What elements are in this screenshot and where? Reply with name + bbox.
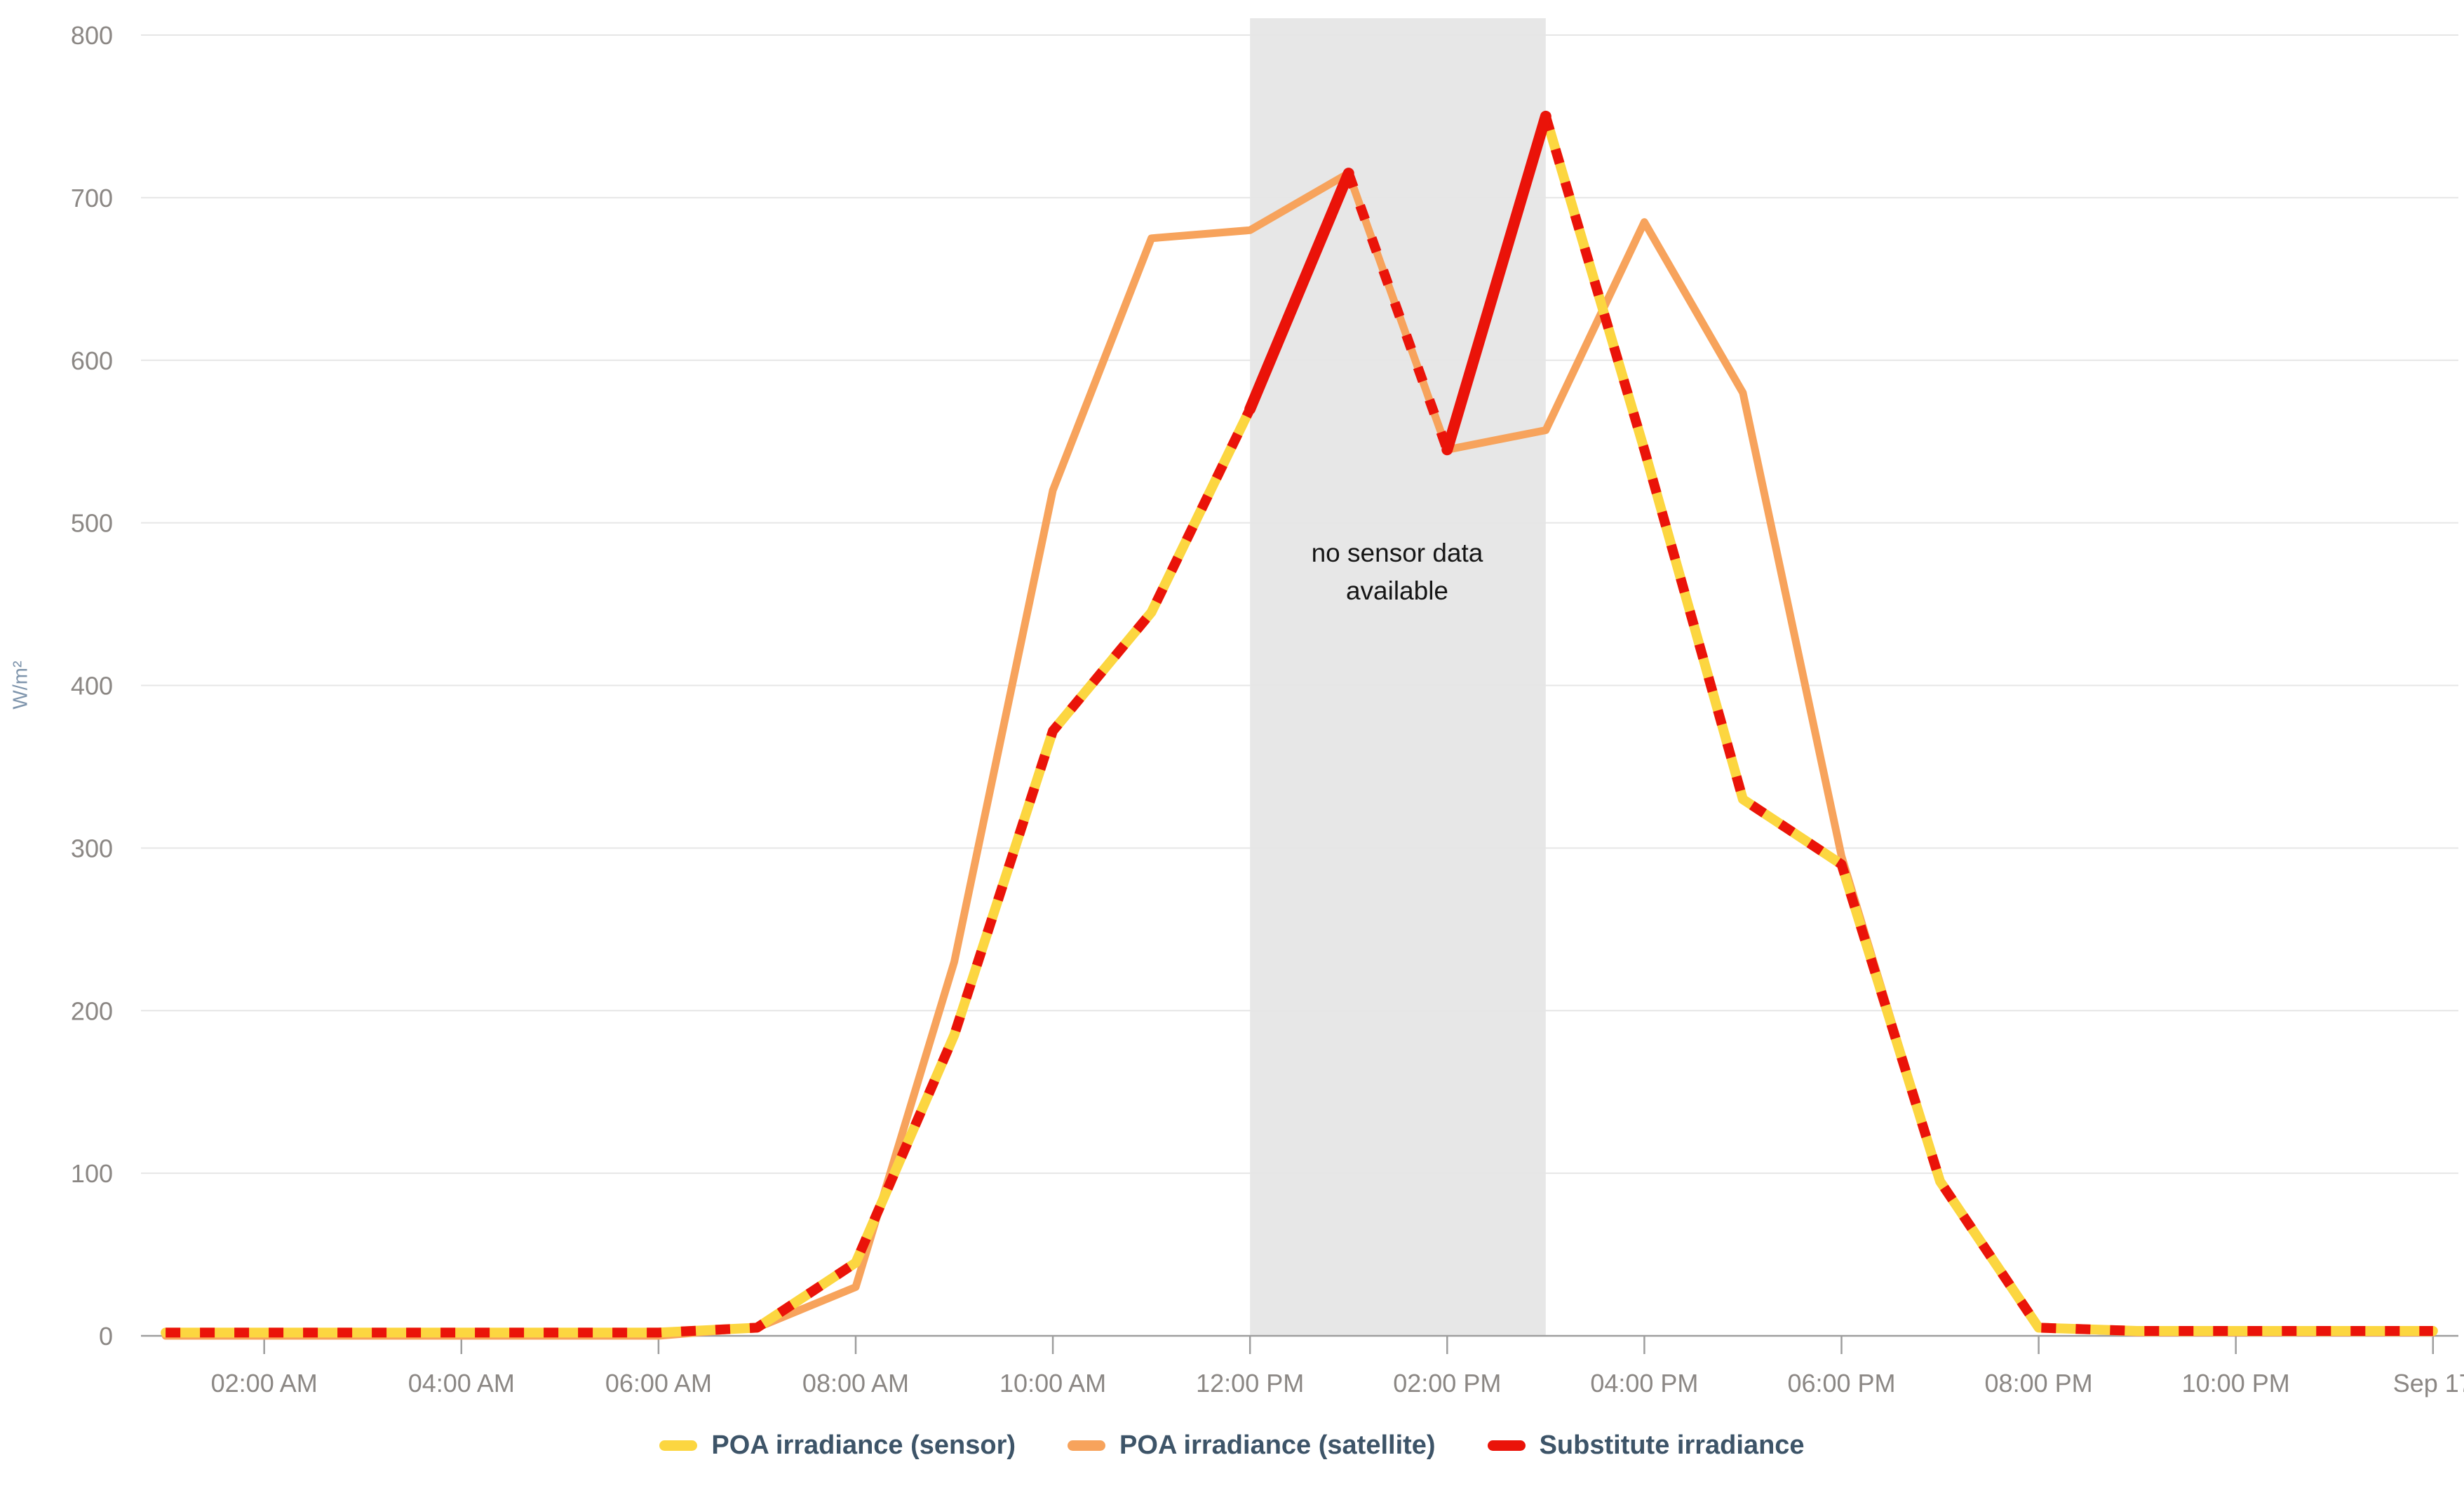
legend-label-substitute-irradiance: Substitute irradiance <box>1539 1430 1805 1460</box>
x-tick-label-2: 02:00 AM <box>211 1369 318 1398</box>
y-tick-label-400: 400 <box>71 672 113 701</box>
legend-swatch-substitute-irradiance <box>1487 1440 1526 1451</box>
substitute-series-line-solid-2[interactable] <box>1441 110 1551 456</box>
y-tick-label-600: 600 <box>71 346 113 375</box>
annotation-line-1: no sensor data <box>1311 539 1483 567</box>
x-tick-label-16: 04:00 PM <box>1590 1369 1698 1398</box>
y-tick-label-700: 700 <box>71 184 113 212</box>
x-tick-label-24: Sep 17 <box>2393 1369 2464 1398</box>
legend-swatch-poa-irradiance-sensor <box>659 1440 698 1451</box>
y-tick-label-300: 300 <box>71 834 113 863</box>
x-tick-label-14: 02:00 PM <box>1393 1369 1501 1398</box>
x-tick-label-8: 08:00 AM <box>802 1369 909 1398</box>
substitute-series-line-dashed[interactable] <box>166 114 2433 1338</box>
legend-item-poa-irradiance-sensor[interactable]: POA irradiance (sensor) <box>659 1430 1016 1461</box>
x-tick-label-10: 10:00 AM <box>999 1369 1106 1398</box>
y-tick-label-200: 200 <box>71 996 113 1025</box>
legend-label-poa-irradiance-sensor: POA irradiance (sensor) <box>711 1430 1016 1460</box>
legend-item-poa-irradiance-satellite[interactable]: POA irradiance (satellite) <box>1068 1430 1436 1461</box>
no-sensor-data-band <box>1250 18 1546 1336</box>
x-tick-label-12: 12:00 PM <box>1196 1369 1304 1398</box>
y-tick-label-100: 100 <box>71 1159 113 1188</box>
x-tick-label-20: 08:00 PM <box>1985 1369 2093 1398</box>
x-tick-label-22: 10:00 PM <box>2182 1369 2290 1398</box>
y-tick-label-500: 500 <box>71 509 113 538</box>
y-axis-title: W/m² <box>9 661 32 710</box>
no-sensor-data-annotation: no sensor data available <box>1312 534 1483 610</box>
x-tick-label-18: 06:00 PM <box>1787 1369 1895 1398</box>
y-tick-label-800: 800 <box>71 21 113 50</box>
y-tick-label-0: 0 <box>99 1322 113 1351</box>
annotation-line-2: available <box>1345 576 1449 605</box>
x-tick-label-6: 06:00 AM <box>605 1369 712 1398</box>
legend-item-substitute-irradiance[interactable]: Substitute irradiance <box>1487 1430 1805 1461</box>
legend: POA irradiance (sensor) POA irradiance (s… <box>0 1430 2464 1461</box>
x-tick-label-4: 04:00 AM <box>408 1369 515 1398</box>
legend-swatch-poa-irradiance-satellite <box>1068 1440 1106 1451</box>
substitute-series-line-solid-1[interactable] <box>1244 168 1354 415</box>
legend-label-poa-irradiance-satellite: POA irradiance (satellite) <box>1119 1430 1436 1460</box>
